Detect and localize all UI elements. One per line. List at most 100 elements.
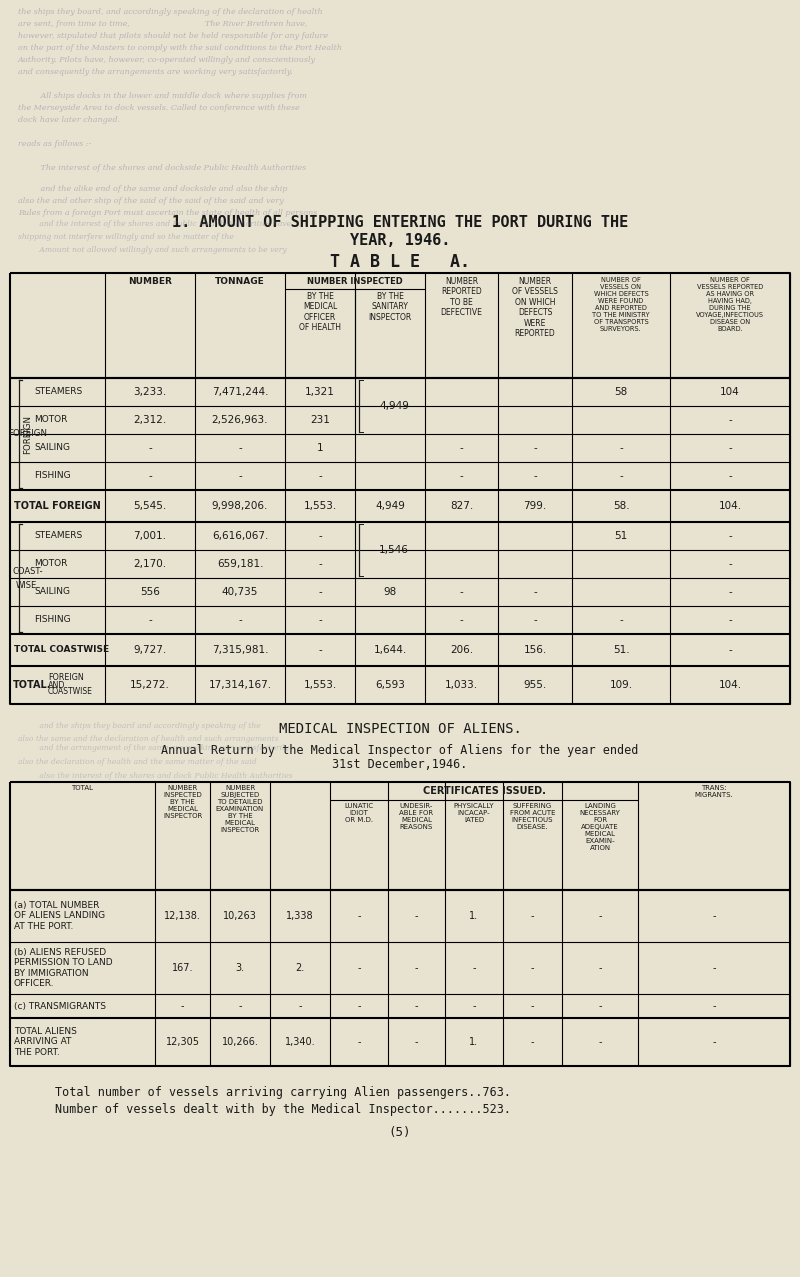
Text: 2,526,963.: 2,526,963.	[212, 415, 268, 425]
Text: 9,727.: 9,727.	[134, 645, 166, 655]
Text: -: -	[318, 645, 322, 655]
Text: FISHING: FISHING	[34, 471, 70, 480]
Text: 1,033.: 1,033.	[445, 679, 478, 690]
Text: 10,266.: 10,266.	[222, 1037, 258, 1047]
Text: and the arrangement of the same are working very satisfactorily: and the arrangement of the same are work…	[18, 744, 289, 752]
Text: also the same and the declaration of health and such arrangements: also the same and the declaration of hea…	[18, 736, 278, 743]
Text: 7,001.: 7,001.	[134, 531, 166, 541]
Text: -: -	[358, 911, 361, 921]
Text: STEAMERS: STEAMERS	[34, 387, 82, 396]
Text: and the interest of the shores and Public Health Authorities have: and the interest of the shores and Publi…	[18, 220, 291, 229]
Text: dock have later changed.: dock have later changed.	[18, 116, 120, 124]
Text: -: -	[460, 443, 463, 453]
Text: 1,338: 1,338	[286, 911, 314, 921]
Text: MOTOR: MOTOR	[34, 415, 67, 424]
Text: -: -	[530, 911, 534, 921]
Text: 3.: 3.	[235, 963, 245, 973]
Text: -: -	[598, 1037, 602, 1047]
Text: -: -	[533, 471, 537, 481]
Text: -: -	[530, 1037, 534, 1047]
Text: shipping not interfere willingly and so the matter of the: shipping not interfere willingly and so …	[18, 232, 234, 241]
Text: however, stipulated that pilots should not be held responsible for any failure: however, stipulated that pilots should n…	[18, 32, 328, 40]
Text: SAILING: SAILING	[34, 587, 70, 596]
Text: 2.: 2.	[295, 963, 305, 973]
Text: -: -	[318, 616, 322, 624]
Text: NUMBER
REPORTED
TO BE
DEFECTIVE: NUMBER REPORTED TO BE DEFECTIVE	[441, 277, 482, 317]
Text: YEAR, 1946.: YEAR, 1946.	[350, 232, 450, 248]
Text: FISHING: FISHING	[34, 616, 70, 624]
Text: -: -	[460, 616, 463, 624]
Text: 1,644.: 1,644.	[374, 645, 406, 655]
Text: LANDING
NECESSARY
FOR
ADEQUATE
MEDICAL
EXAMIN-
ATION: LANDING NECESSARY FOR ADEQUATE MEDICAL E…	[579, 803, 621, 850]
Text: also the declaration of health and the same matter of the said: also the declaration of health and the s…	[18, 759, 257, 766]
Text: 58: 58	[614, 387, 628, 397]
Text: -: -	[530, 963, 534, 973]
Text: 98: 98	[383, 587, 397, 598]
Text: BY THE
SANITARY
INSPECTOR: BY THE SANITARY INSPECTOR	[368, 292, 412, 322]
Text: also the and other ship of the said of the said of the said and very: also the and other ship of the said of t…	[18, 197, 284, 206]
Text: -: -	[728, 415, 732, 425]
Text: 6,616,067.: 6,616,067.	[212, 531, 268, 541]
Text: 955.: 955.	[523, 679, 546, 690]
Text: FOREIGN: FOREIGN	[9, 429, 47, 438]
Text: -: -	[728, 443, 732, 453]
Text: 12,305: 12,305	[166, 1037, 199, 1047]
Text: 556: 556	[140, 587, 160, 598]
Text: 31st December,1946.: 31st December,1946.	[332, 759, 468, 771]
Text: 6,593: 6,593	[375, 679, 405, 690]
Text: NUMBER OF
VESSELS REPORTED
AS HAVING OR
HAVING HAD,
DURING THE
VOYAGE,INFECTIOUS: NUMBER OF VESSELS REPORTED AS HAVING OR …	[696, 277, 764, 332]
Text: NUMBER INSPECTED: NUMBER INSPECTED	[307, 277, 403, 286]
Text: WISE.: WISE.	[16, 581, 40, 590]
Text: Annual Return by the Medical Inspector of Aliens for the year ended: Annual Return by the Medical Inspector o…	[162, 744, 638, 757]
Text: NUMBER
OF VESSELS
ON WHICH
DEFECTS
WERE
REPORTED: NUMBER OF VESSELS ON WHICH DEFECTS WERE …	[512, 277, 558, 338]
Text: 827.: 827.	[450, 501, 473, 511]
Text: and the ships they board and accordingly speaking of the: and the ships they board and accordingly…	[18, 722, 261, 730]
Text: 5,545.: 5,545.	[134, 501, 166, 511]
Text: STEAMERS: STEAMERS	[34, 531, 82, 540]
Text: TOTAL.: TOTAL.	[13, 679, 51, 690]
Text: AND: AND	[48, 681, 66, 690]
Text: reads as follows :-: reads as follows :-	[18, 140, 91, 148]
Text: 109.: 109.	[610, 679, 633, 690]
Text: NUMBER OF
VESSELS ON
WHICH DEFECTS
WERE FOUND
AND REPORTED
TO THE MINISTRY
OF TR: NUMBER OF VESSELS ON WHICH DEFECTS WERE …	[592, 277, 650, 332]
Text: -: -	[414, 963, 418, 973]
Text: 1,321: 1,321	[305, 387, 335, 397]
Text: -: -	[533, 616, 537, 624]
Text: 1,546: 1,546	[379, 545, 409, 555]
Text: 7,315,981.: 7,315,981.	[212, 645, 268, 655]
Text: are sent, from time to time,                              The River Brethren hav: are sent, from time to time, The River B…	[18, 20, 307, 28]
Text: -: -	[619, 471, 623, 481]
Text: 799.: 799.	[523, 501, 546, 511]
Text: Total number of vessels arriving carrying Alien passengers..763.: Total number of vessels arriving carryin…	[55, 1085, 511, 1099]
Text: -: -	[238, 471, 242, 481]
Text: -: -	[318, 587, 322, 598]
Text: COAST-: COAST-	[13, 567, 43, 576]
Text: -: -	[533, 443, 537, 453]
Text: -: -	[358, 1037, 361, 1047]
Text: CERTIFICATES ISSUED.: CERTIFICATES ISSUED.	[422, 787, 546, 796]
Text: -: -	[318, 471, 322, 481]
Text: COASTWISE: COASTWISE	[48, 687, 93, 696]
Text: 156.: 156.	[523, 645, 546, 655]
Text: 104: 104	[720, 387, 740, 397]
Text: 51: 51	[614, 531, 628, 541]
Text: -: -	[530, 1001, 534, 1011]
Text: 12,138.: 12,138.	[164, 911, 201, 921]
Text: FOREIGN: FOREIGN	[48, 673, 84, 682]
Text: Rules from a foreign Port must ascertain the state of health of all persons: Rules from a foreign Port must ascertain…	[18, 209, 318, 217]
Text: -: -	[298, 1001, 302, 1011]
Text: 58.: 58.	[613, 501, 630, 511]
Text: Amount not allowed willingly and such arrangements to be very: Amount not allowed willingly and such ar…	[18, 246, 286, 254]
Text: the ships they board, and accordingly speaking of the declaration of health: the ships they board, and accordingly sp…	[18, 8, 322, 17]
Text: 4,949: 4,949	[379, 401, 409, 411]
Text: -: -	[238, 1001, 242, 1011]
Text: NUMBER: NUMBER	[128, 277, 172, 286]
Text: -: -	[414, 1037, 418, 1047]
Text: 40,735: 40,735	[222, 587, 258, 598]
Text: 4,949: 4,949	[375, 501, 405, 511]
Text: -: -	[414, 1001, 418, 1011]
Text: 3,233.: 3,233.	[134, 387, 166, 397]
Text: 1,553.: 1,553.	[303, 501, 337, 511]
Text: -: -	[318, 531, 322, 541]
Text: TRANS:
MIGRANTS.: TRANS: MIGRANTS.	[694, 785, 734, 798]
